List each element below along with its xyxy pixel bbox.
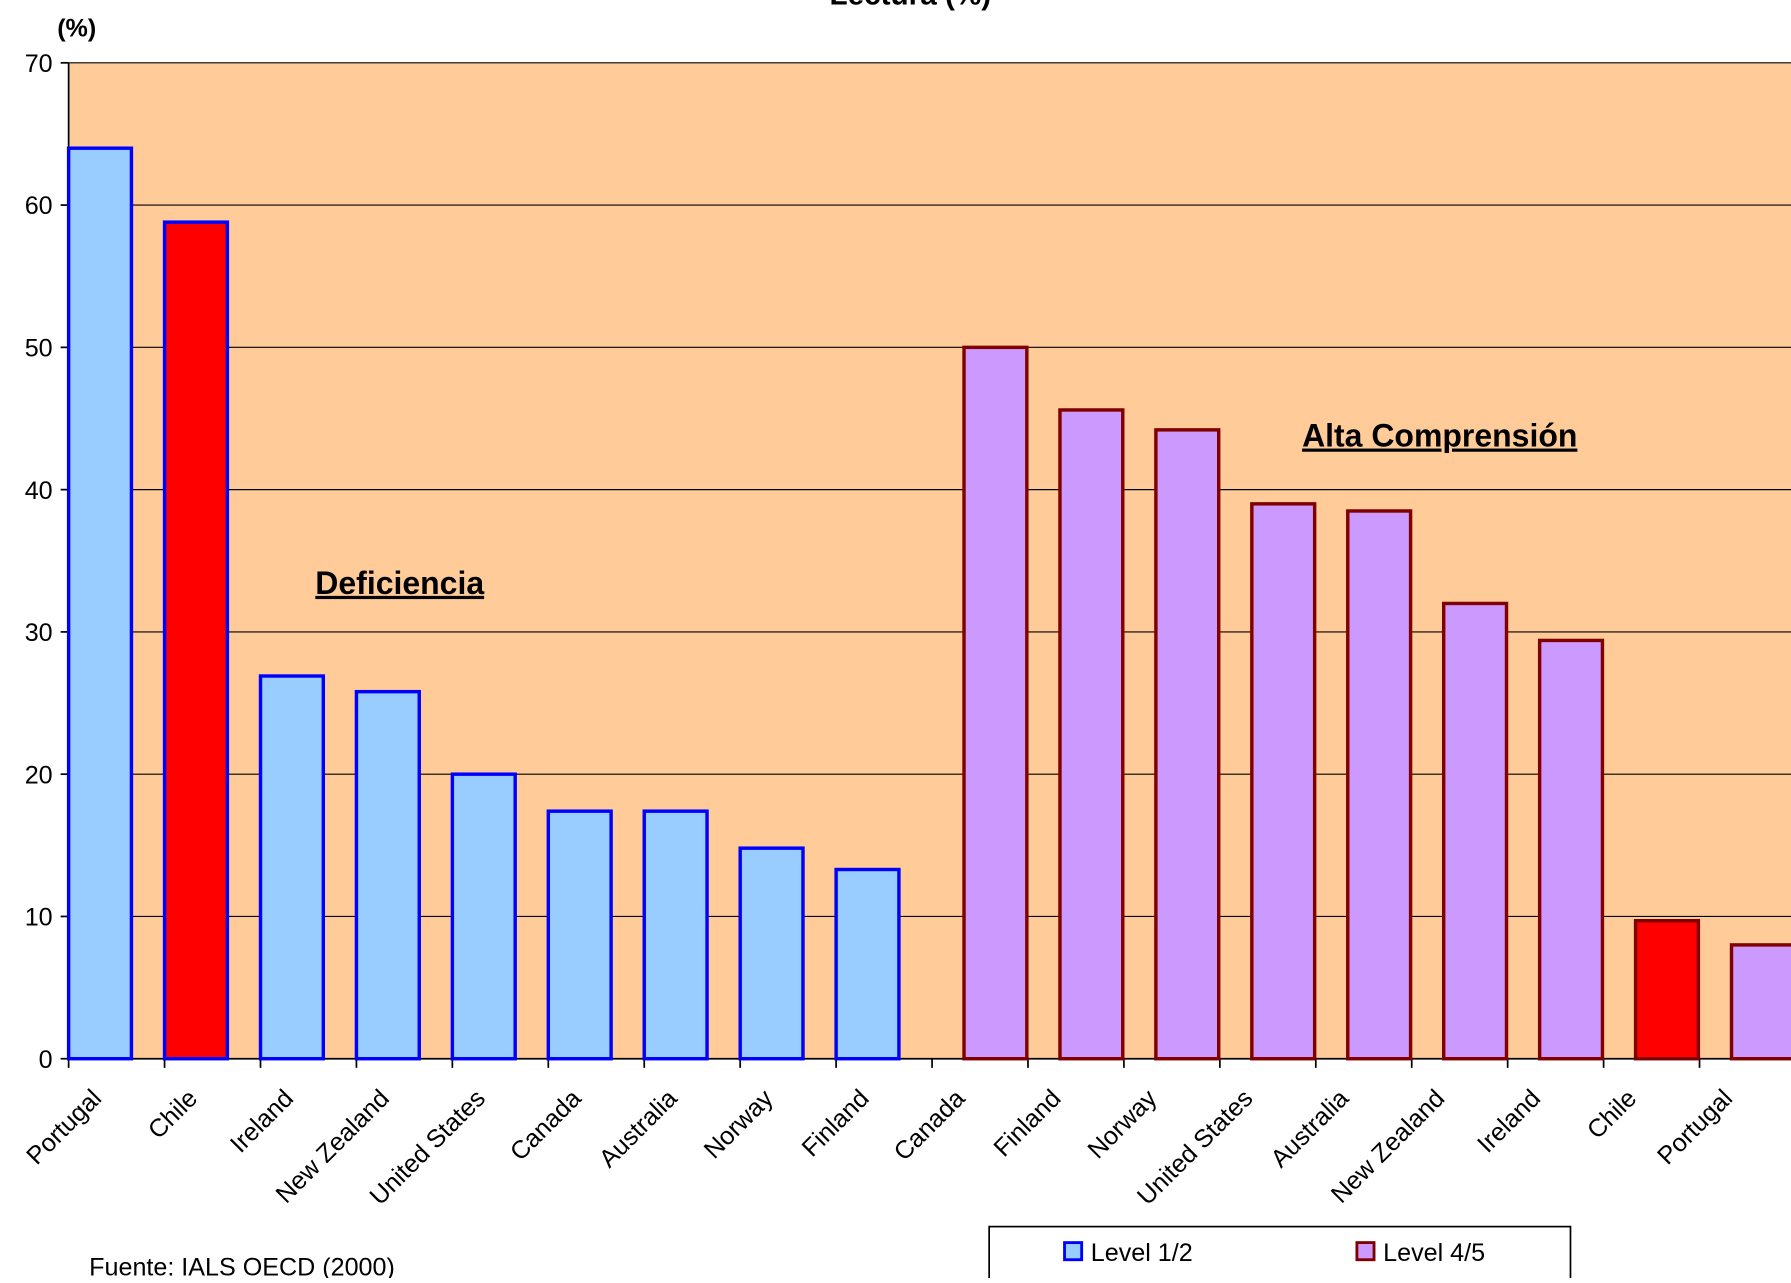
bar [546, 809, 613, 1061]
x-tick-label: Portugal [21, 1084, 107, 1170]
y-tick-label: 0 [39, 1046, 53, 1074]
y-tick-label: 40 [25, 477, 53, 505]
x-tick-label: Norway [699, 1084, 779, 1164]
bar [1729, 943, 1791, 1061]
annotation: Deficiencia [315, 565, 484, 601]
x-tick-label: Chile [143, 1084, 203, 1144]
bar [1441, 601, 1509, 1061]
x-tick-label: Finland [988, 1084, 1066, 1162]
bar [1346, 509, 1413, 1061]
bar [258, 674, 326, 1061]
annotation: Alta Comprensión [1302, 418, 1577, 454]
y-tick-label: 30 [25, 619, 53, 647]
legend-box [988, 1225, 1572, 1283]
bar [162, 220, 230, 1061]
bar [1537, 638, 1605, 1061]
y-tick-label: 10 [25, 904, 53, 932]
y-tick-label: 50 [25, 334, 53, 362]
x-tick-label: Norway [1082, 1084, 1162, 1164]
legend-swatch [1355, 1241, 1376, 1262]
x-tick-label: Portugal [1652, 1084, 1738, 1170]
bar [1058, 408, 1125, 1061]
bar [834, 867, 901, 1061]
x-tick-label: Australia [594, 1084, 683, 1173]
legend-swatch [1063, 1241, 1084, 1262]
x-tick-label: Australia [1265, 1084, 1354, 1173]
bar [738, 846, 805, 1061]
bar [642, 809, 709, 1061]
bar [66, 146, 134, 1061]
bar [1250, 502, 1317, 1061]
bar [354, 689, 421, 1061]
y-tick-label: 20 [25, 761, 53, 789]
bar [962, 345, 1029, 1061]
chart-title: Lectura (%) [830, 0, 992, 12]
source-note: Fuente: IALS OECD (2000) [89, 1254, 395, 1278]
plot-area [68, 62, 1791, 1059]
x-tick-label: Canada [505, 1084, 587, 1166]
x-tick-label: Canada [889, 1084, 971, 1166]
x-tick-label: Chile [1582, 1084, 1642, 1144]
y-tick-label: 70 [25, 50, 53, 78]
x-tick-label: Ireland [1472, 1084, 1546, 1158]
y-axis-label: (%) [57, 15, 96, 43]
bar [1633, 919, 1701, 1061]
legend-label: Level 4/5 [1383, 1239, 1485, 1267]
bar [450, 772, 517, 1061]
x-tick-label: Ireland [225, 1084, 299, 1158]
y-tick-label: 60 [25, 192, 53, 220]
bar [1154, 428, 1221, 1061]
x-tick-label: Finland [797, 1084, 875, 1162]
legend-label: Level 1/2 [1091, 1239, 1193, 1267]
